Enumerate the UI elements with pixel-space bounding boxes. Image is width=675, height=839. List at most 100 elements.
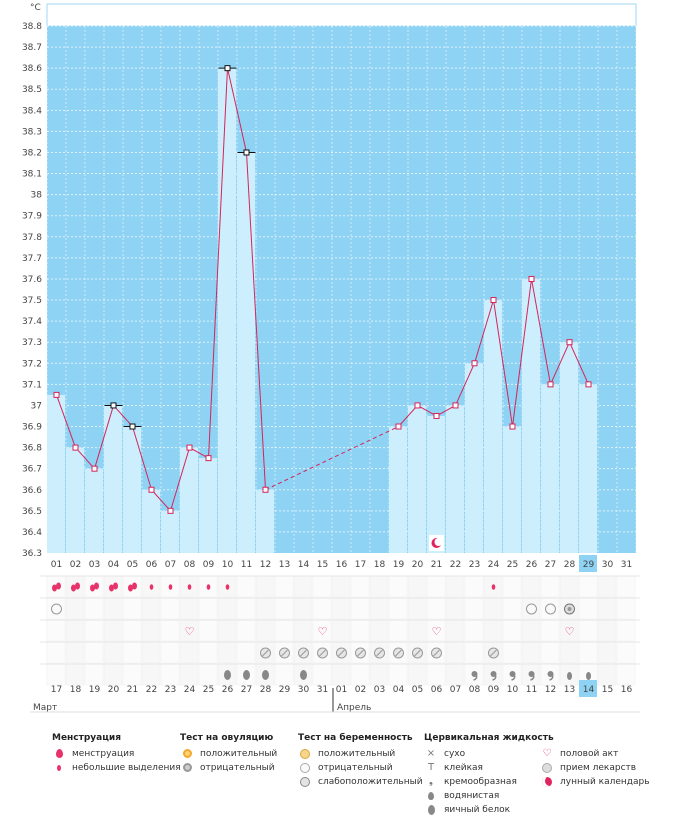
calendar-date-label: 02 <box>355 685 366 695</box>
row-cell <box>616 619 636 642</box>
row-cell <box>616 663 636 686</box>
legend-item: яичный белок <box>424 803 554 817</box>
y-tick-label: 37.6 <box>22 275 42 285</box>
row-cell <box>255 597 275 620</box>
calendar-date-label: 17 <box>51 685 62 695</box>
legend-item: лунный календарь <box>540 775 650 789</box>
temperature-bar <box>85 468 103 553</box>
drop-icon <box>90 584 95 592</box>
temperature-bar <box>503 426 521 553</box>
date-axis: 17 18 19 20 21 22 23 24 25 26 27 28 29 30 31 01 02 03 04 05… <box>51 680 633 697</box>
temperature-point <box>167 507 174 514</box>
row-cell <box>350 575 370 598</box>
cycle-day-label: 08 <box>184 560 196 570</box>
temperature-chart: °C 36.3 36.4 36.5 36.6 36.7 36.8 36.9 37 37.1 37.… <box>22 3 640 713</box>
legend-label: прием лекарств <box>560 763 637 773</box>
drop-icon <box>75 582 80 590</box>
y-tick-label: 38.4 <box>22 106 42 116</box>
temperature-line-segment <box>151 489 171 512</box>
cycle-day-label: 10 <box>222 560 234 570</box>
temperature-point <box>547 381 554 388</box>
test-negative-icon <box>526 603 537 615</box>
heart-icon: ♡ <box>318 625 328 638</box>
row-cell <box>426 663 446 686</box>
legend-item: отрицательный <box>298 761 423 775</box>
drop-icon <box>52 747 66 761</box>
watery-icon <box>424 789 438 803</box>
legend-label: половой акт <box>560 749 619 759</box>
x-axis: 01 02 03 04 05 06 07 08 09 10 11 12 13 14 15 16 17 18 19 20… <box>51 555 632 572</box>
y-tick-label: 38.3 <box>22 127 42 137</box>
temperature-line-dashed <box>265 426 399 491</box>
sticky-icon: T <box>427 762 435 773</box>
row-cell <box>84 663 104 686</box>
cycle-day-label: 02 <box>70 560 81 570</box>
small-drop-icon <box>149 584 154 590</box>
row-cell <box>331 619 351 642</box>
row-cell <box>597 663 617 686</box>
cycle-day-label: 01 <box>51 560 62 570</box>
row-cell <box>122 641 142 664</box>
calendar-date-label: 13 <box>564 685 575 695</box>
temperature-point <box>53 391 60 398</box>
cycle-day-label: 28 <box>564 560 576 570</box>
row-cell <box>369 619 389 642</box>
temperature-line-segment <box>170 447 190 511</box>
pill-line <box>338 649 345 657</box>
calendar-date-label: 16 <box>621 685 633 695</box>
cycle-day-label: 06 <box>146 560 158 570</box>
row-cell <box>521 619 541 642</box>
row-cell <box>350 597 370 620</box>
row-cell <box>312 597 332 620</box>
row-cell <box>502 641 522 664</box>
row-cell <box>179 663 199 686</box>
temperature-bar <box>142 489 160 553</box>
row-cell <box>293 575 313 598</box>
legend-menstruation: Менструация менструация небольшие выделе… <box>52 733 181 775</box>
watery-icon <box>586 672 591 680</box>
cycle-day-label: 29 <box>583 560 595 570</box>
row-cell <box>426 575 446 598</box>
legend-title: Менструация <box>52 733 121 743</box>
egg-white-icon <box>262 670 269 680</box>
dry-icon: × <box>426 748 436 759</box>
row-cell <box>407 619 427 642</box>
row-cell <box>521 641 541 664</box>
temperature-line-segment <box>493 299 513 427</box>
small-drop-icon <box>168 584 173 590</box>
y-tick-label: 36.9 <box>22 423 42 433</box>
cycle-day-label: 25 <box>507 560 518 570</box>
egg-white-icon <box>243 670 250 680</box>
markers <box>53 65 592 551</box>
temperature-point <box>566 339 573 346</box>
row-cell <box>236 575 256 598</box>
y-axis: 36.3 36.4 36.5 36.6 36.7 36.8 36.9 37 37.1 37.2 37… <box>22 22 42 559</box>
row-cell <box>597 575 617 598</box>
unit-label: °C <box>30 3 41 13</box>
row-cell <box>464 641 484 664</box>
temperature-line-segment <box>56 394 76 448</box>
row-cell <box>312 575 332 598</box>
temperature-line-segment <box>75 447 95 470</box>
egg-white-icon <box>224 670 231 680</box>
temperature-point <box>509 423 516 430</box>
legend-label: яичный белок <box>444 805 511 815</box>
row-cell <box>274 663 294 686</box>
row-cell <box>597 641 617 664</box>
temperature-bar <box>66 447 84 553</box>
row-cell <box>274 597 294 620</box>
row-cell <box>84 619 104 642</box>
cycle-day-label: 07 <box>165 560 176 570</box>
row-cell <box>46 641 66 664</box>
row-cell <box>616 597 636 620</box>
cycle-day-label: 20 <box>412 560 424 570</box>
temperature-bar <box>389 426 407 553</box>
legend-item: слабоположительный <box>298 775 423 789</box>
y-tick-label: 38.2 <box>22 148 42 158</box>
legend-label: слабоположительный <box>318 777 423 787</box>
calendar-date-label: 04 <box>393 685 405 695</box>
pill-line <box>376 649 383 657</box>
row-cell <box>160 641 180 664</box>
row-cell <box>141 597 161 620</box>
row-cell <box>236 619 256 642</box>
